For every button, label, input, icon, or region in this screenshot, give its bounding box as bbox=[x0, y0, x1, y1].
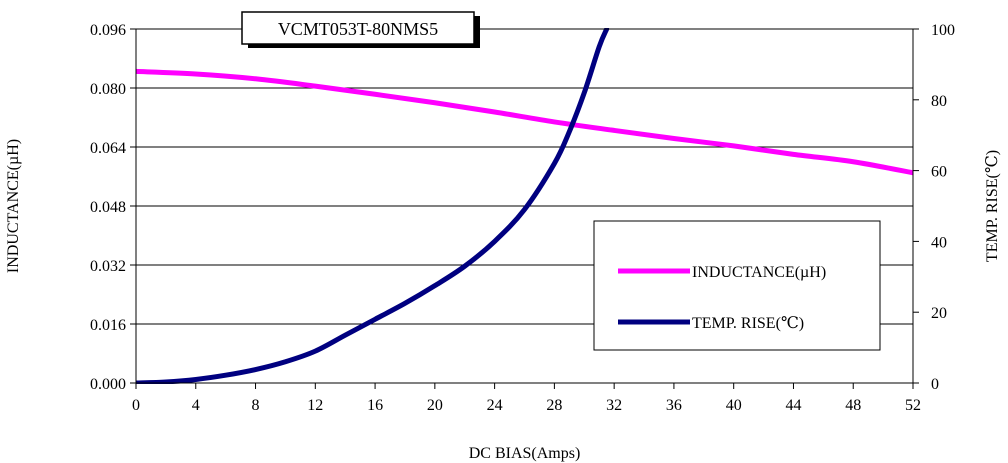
x-tick-label: 48 bbox=[845, 397, 861, 414]
legend: INDUCTANCE(µH) TEMP. RISE(℃) bbox=[593, 220, 881, 351]
temp-rise-line bbox=[136, 28, 610, 384]
chart-title: VCMT053T-80NMS5 bbox=[278, 19, 438, 39]
x-tick-label: 40 bbox=[726, 397, 742, 414]
y-right-tick-label: 0 bbox=[931, 376, 939, 393]
inductance-line bbox=[136, 68, 913, 176]
x-tick-label: 28 bbox=[546, 397, 562, 414]
y-axis-right-title: TEMP. RISE(℃) bbox=[984, 150, 1001, 262]
y-left-tick-label: 0.048 bbox=[90, 199, 126, 216]
y-axis-left-title: INDUCTANCE(µH) bbox=[5, 139, 22, 273]
legend-label-temp-rise: TEMP. RISE(℃) bbox=[692, 315, 804, 332]
x-tick-label: 36 bbox=[666, 397, 682, 414]
axis-ticks: 0.0000.0160.0320.0480.0640.0800.09602040… bbox=[90, 22, 955, 414]
series-lines bbox=[136, 28, 913, 384]
y-left-tick-label: 0.080 bbox=[90, 81, 126, 98]
x-tick-label: 16 bbox=[367, 397, 383, 414]
y-right-tick-label: 40 bbox=[931, 234, 947, 251]
x-tick-label: 52 bbox=[905, 397, 921, 414]
legend-box bbox=[593, 220, 881, 351]
y-right-tick-label: 100 bbox=[931, 22, 955, 39]
legend-label-inductance: INDUCTANCE(µH) bbox=[692, 264, 826, 281]
title-box bbox=[241, 11, 475, 45]
y-left-tick-label: 0.096 bbox=[90, 22, 126, 39]
y-right-tick-label: 20 bbox=[931, 305, 947, 322]
y-left-tick-label: 0.064 bbox=[90, 140, 126, 157]
y-left-tick-label: 0.000 bbox=[90, 376, 126, 393]
x-tick-label: 12 bbox=[307, 397, 323, 414]
x-tick-label: 20 bbox=[427, 397, 443, 414]
x-tick-label: 8 bbox=[252, 397, 260, 414]
x-axis-title: DC BIAS(Amps) bbox=[469, 445, 581, 462]
x-tick-label: 32 bbox=[606, 397, 622, 414]
y-right-tick-label: 60 bbox=[931, 164, 947, 181]
y-left-tick-label: 0.032 bbox=[90, 258, 126, 275]
y-right-tick-label: 80 bbox=[931, 93, 947, 110]
x-tick-label: 0 bbox=[132, 397, 140, 414]
y-left-tick-label: 0.016 bbox=[90, 317, 126, 334]
x-tick-label: 4 bbox=[192, 397, 200, 414]
x-tick-label: 44 bbox=[785, 397, 801, 414]
chart-title-box: VCMT053T-80NMS5 bbox=[241, 11, 480, 48]
x-tick-label: 24 bbox=[487, 397, 503, 414]
